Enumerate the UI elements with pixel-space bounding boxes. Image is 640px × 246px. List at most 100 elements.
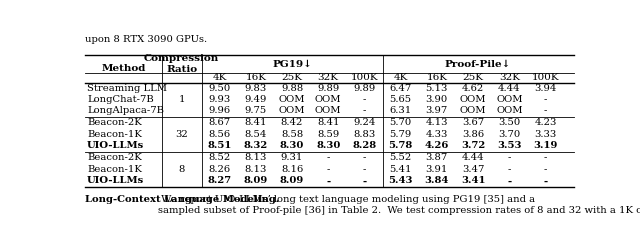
Text: OOM: OOM bbox=[279, 95, 305, 104]
Text: -: - bbox=[544, 107, 547, 115]
Text: -: - bbox=[362, 176, 367, 185]
Text: Streaming LLM: Streaming LLM bbox=[87, 84, 167, 93]
Text: 5.79: 5.79 bbox=[390, 130, 412, 139]
Text: 8.41: 8.41 bbox=[317, 118, 339, 127]
Text: 8.13: 8.13 bbox=[244, 165, 267, 174]
Text: 4.13: 4.13 bbox=[426, 118, 448, 127]
Text: Beacon-1K: Beacon-1K bbox=[87, 165, 142, 174]
Text: 8.52: 8.52 bbox=[209, 153, 231, 162]
Text: -: - bbox=[363, 153, 366, 162]
Text: 9.89: 9.89 bbox=[317, 84, 339, 93]
Text: -: - bbox=[544, 153, 547, 162]
Text: -: - bbox=[543, 176, 548, 185]
Text: 9.83: 9.83 bbox=[244, 84, 267, 93]
Text: 3.50: 3.50 bbox=[498, 118, 520, 127]
Text: LongAlpaca-7B: LongAlpaca-7B bbox=[87, 107, 164, 115]
Text: 16K: 16K bbox=[426, 73, 447, 82]
Text: 3.90: 3.90 bbox=[426, 95, 448, 104]
Text: 4.44: 4.44 bbox=[462, 153, 484, 162]
Text: 9.93: 9.93 bbox=[209, 95, 231, 104]
Text: 3.97: 3.97 bbox=[426, 107, 448, 115]
Text: OOM: OOM bbox=[315, 107, 342, 115]
Text: -: - bbox=[326, 165, 330, 174]
Text: 4K: 4K bbox=[394, 73, 408, 82]
Text: -: - bbox=[544, 165, 547, 174]
Text: 6.31: 6.31 bbox=[390, 107, 412, 115]
Text: 5.41: 5.41 bbox=[389, 165, 412, 174]
Text: 5.70: 5.70 bbox=[390, 118, 412, 127]
Text: 4.62: 4.62 bbox=[462, 84, 484, 93]
Text: 32K: 32K bbox=[499, 73, 520, 82]
Text: 8.54: 8.54 bbox=[244, 130, 267, 139]
Text: -: - bbox=[508, 176, 511, 185]
Text: 4K: 4K bbox=[212, 73, 227, 82]
Text: 9.75: 9.75 bbox=[244, 107, 267, 115]
Text: 3.70: 3.70 bbox=[498, 130, 520, 139]
Text: 3.47: 3.47 bbox=[462, 165, 484, 174]
Text: -: - bbox=[544, 95, 547, 104]
Text: -: - bbox=[508, 165, 511, 174]
Text: 9.89: 9.89 bbox=[353, 84, 376, 93]
Text: 3.33: 3.33 bbox=[534, 130, 557, 139]
Text: 4.26: 4.26 bbox=[425, 141, 449, 150]
Text: 3.19: 3.19 bbox=[533, 141, 557, 150]
Text: Method: Method bbox=[101, 64, 145, 73]
Text: -: - bbox=[508, 153, 511, 162]
Text: 4.33: 4.33 bbox=[426, 130, 448, 139]
Text: Beacon-2K: Beacon-2K bbox=[87, 153, 141, 162]
Text: 5.65: 5.65 bbox=[390, 95, 412, 104]
Text: -: - bbox=[326, 153, 330, 162]
Text: 5.43: 5.43 bbox=[388, 176, 413, 185]
Text: 3.67: 3.67 bbox=[462, 118, 484, 127]
Text: 8.30: 8.30 bbox=[316, 141, 340, 150]
Text: 5.52: 5.52 bbox=[390, 153, 412, 162]
Text: 5.13: 5.13 bbox=[426, 84, 448, 93]
Text: 8.41: 8.41 bbox=[244, 118, 267, 127]
Text: 25K: 25K bbox=[282, 73, 303, 82]
Text: 8.42: 8.42 bbox=[281, 118, 303, 127]
Text: UIO-LLMs: UIO-LLMs bbox=[87, 141, 144, 150]
Text: 8.32: 8.32 bbox=[244, 141, 268, 150]
Text: 25K: 25K bbox=[463, 73, 484, 82]
Text: 8.28: 8.28 bbox=[353, 141, 376, 150]
Text: OOM: OOM bbox=[460, 107, 486, 115]
Text: -: - bbox=[363, 95, 366, 104]
Text: 3.53: 3.53 bbox=[497, 141, 522, 150]
Text: LongChat-7B: LongChat-7B bbox=[87, 95, 154, 104]
Text: 8.30: 8.30 bbox=[280, 141, 304, 150]
Text: 8.67: 8.67 bbox=[209, 118, 230, 127]
Text: 1: 1 bbox=[179, 95, 185, 104]
Text: 8.58: 8.58 bbox=[281, 130, 303, 139]
Text: 8.27: 8.27 bbox=[207, 176, 232, 185]
Text: 8.16: 8.16 bbox=[281, 165, 303, 174]
Text: 4.23: 4.23 bbox=[534, 118, 557, 127]
Text: We report UIO-LLMs’ long text language modeling using PG19 [35] and a
sampled su: We report UIO-LLMs’ long text language m… bbox=[158, 195, 640, 215]
Text: OOM: OOM bbox=[279, 107, 305, 115]
Text: OOM: OOM bbox=[315, 95, 342, 104]
Text: 5.78: 5.78 bbox=[388, 141, 413, 150]
Text: -: - bbox=[363, 107, 366, 115]
Text: 8.56: 8.56 bbox=[209, 130, 230, 139]
Text: Long-Context Language Modeling.: Long-Context Language Modeling. bbox=[85, 195, 279, 204]
Text: upon 8 RTX 3090 GPUs.: upon 8 RTX 3090 GPUs. bbox=[85, 35, 207, 44]
Text: Compression
Ratio: Compression Ratio bbox=[144, 54, 220, 74]
Text: 3.72: 3.72 bbox=[461, 141, 485, 150]
Text: 16K: 16K bbox=[245, 73, 266, 82]
Text: 3.91: 3.91 bbox=[426, 165, 448, 174]
Text: 8: 8 bbox=[179, 165, 185, 174]
Text: 9.88: 9.88 bbox=[281, 84, 303, 93]
Text: 3.41: 3.41 bbox=[461, 176, 485, 185]
Text: UIO-LLMs: UIO-LLMs bbox=[87, 176, 144, 185]
Text: 8.59: 8.59 bbox=[317, 130, 339, 139]
Text: 100K: 100K bbox=[532, 73, 559, 82]
Text: 9.50: 9.50 bbox=[209, 84, 231, 93]
Text: -: - bbox=[326, 176, 330, 185]
Text: 8.09: 8.09 bbox=[280, 176, 304, 185]
Text: 9.31: 9.31 bbox=[281, 153, 303, 162]
Text: 8.26: 8.26 bbox=[209, 165, 230, 174]
Text: 32: 32 bbox=[175, 130, 188, 139]
Text: 3.86: 3.86 bbox=[462, 130, 484, 139]
Text: 9.49: 9.49 bbox=[244, 95, 267, 104]
Text: Beacon-2K: Beacon-2K bbox=[87, 118, 141, 127]
Text: 6.47: 6.47 bbox=[390, 84, 412, 93]
